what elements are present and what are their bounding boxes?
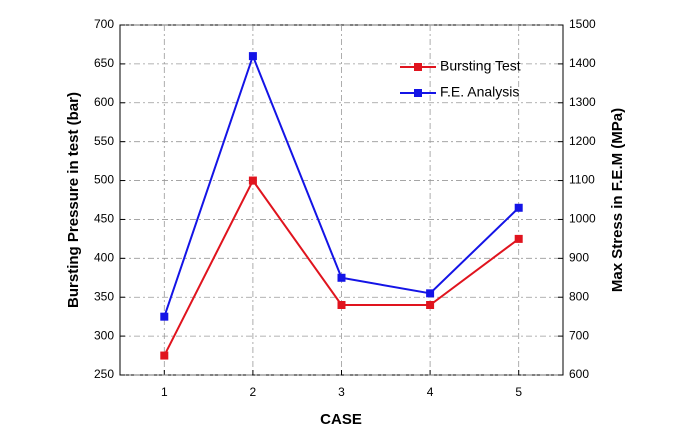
x-tick-label: 5 [515, 385, 522, 399]
legend-label: F.E. Analysis [440, 84, 519, 100]
point [248, 52, 257, 61]
point [514, 234, 523, 243]
y-tick-label: 550 [94, 134, 114, 148]
y-tick-label: 600 [94, 95, 114, 109]
y2-tick-label: 900 [569, 251, 589, 265]
legend-marker [414, 89, 422, 97]
y2-tick-label: 1100 [569, 173, 595, 187]
point [426, 301, 435, 309]
point [337, 273, 346, 282]
y-tick-label: 250 [94, 367, 114, 381]
y2-tick-label: 1300 [569, 95, 596, 109]
x-tick-label: 1 [161, 385, 168, 399]
point [337, 301, 346, 309]
y-tick-label: 400 [94, 251, 114, 265]
y2-tick-label: 1400 [569, 56, 596, 70]
y-axis-label: Bursting Pressure in test (bar) [65, 92, 82, 308]
y-tick-label: 650 [94, 56, 114, 70]
y2-tick-label: 1200 [569, 134, 596, 148]
x-tick-label: 2 [250, 385, 257, 399]
x-tick-label: 4 [427, 385, 434, 399]
y2-tick-label: 700 [569, 328, 589, 342]
y-tick-label: 700 [94, 17, 114, 31]
y2-tick-label: 800 [569, 289, 589, 303]
x-tick-label: 3 [338, 385, 345, 399]
y-tick-label: 300 [94, 328, 114, 342]
x-axis-label: CASE [320, 411, 362, 428]
y2-tick-label: 1500 [569, 17, 596, 31]
point [160, 312, 169, 321]
y-tick-label: 500 [94, 173, 114, 187]
y-tick-label: 350 [94, 289, 114, 303]
point [514, 203, 523, 212]
y2-tick-label: 1000 [569, 212, 596, 226]
point [160, 351, 169, 360]
point [426, 289, 435, 298]
y2-tick-label: 600 [569, 367, 589, 381]
point [248, 176, 257, 185]
y-tick-label: 450 [94, 212, 114, 226]
legend-label: Bursting Test [440, 58, 521, 74]
y2-axis-label: Max Stress in F.E.M (MPa) [609, 108, 626, 292]
legend-marker [414, 63, 422, 71]
